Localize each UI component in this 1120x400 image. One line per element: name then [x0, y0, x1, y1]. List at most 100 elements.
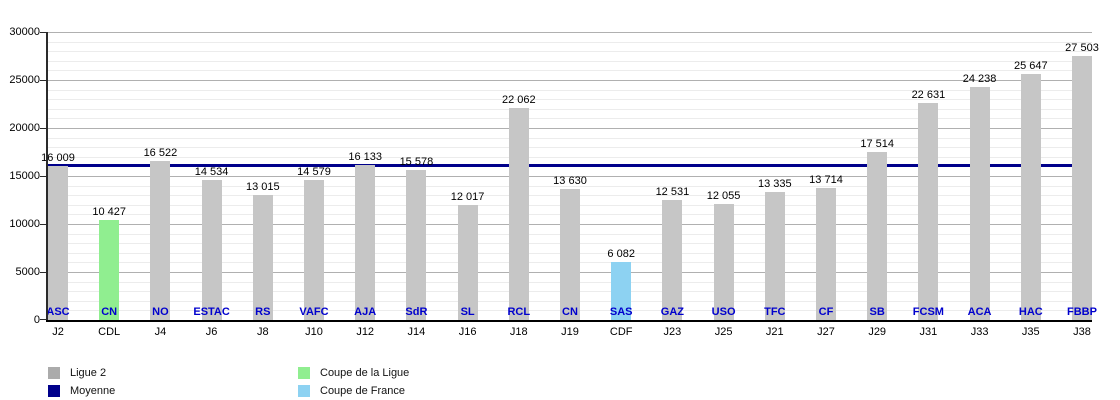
bar-gaz-j23	[662, 199, 683, 320]
bar-no-j4	[150, 161, 171, 320]
y-axis-tick	[40, 224, 46, 225]
matchday-label: J31	[919, 326, 938, 338]
bar-cf-j27	[816, 188, 836, 320]
legend-label-ligue2: Ligue 2	[70, 367, 107, 379]
bar-value-label: 6 082	[607, 247, 635, 260]
minor-gridline	[48, 156, 1092, 158]
bar-tfc-j21	[764, 191, 785, 320]
bar-hac-j35	[1020, 73, 1041, 320]
bar-value-label: 13 015	[245, 181, 280, 194]
bar-value-label: 24 238	[962, 73, 997, 86]
bar-asc-j2	[48, 166, 68, 320]
y-axis-label: 25000	[9, 74, 40, 86]
bar-value-label: 16 009	[41, 152, 75, 165]
bar-value-label: 12 531	[655, 185, 690, 198]
y-axis-label: 30000	[9, 26, 40, 38]
bar-value-label: 17 514	[860, 137, 895, 150]
y-axis-tick	[40, 32, 46, 33]
minor-gridline	[48, 118, 1092, 120]
matchday-label: J23	[663, 326, 682, 338]
opponent-label: RCL	[507, 306, 531, 318]
bar-value-label: 10 427	[92, 205, 127, 218]
bar-value-label: 16 522	[143, 147, 178, 160]
ligue2-swatch	[48, 367, 60, 379]
minor-gridline	[48, 166, 1092, 168]
opponent-label: TFC	[764, 306, 786, 318]
opponent-label: FCSM	[912, 306, 944, 318]
opponent-label: RS	[255, 306, 271, 318]
major-gridline	[48, 128, 1092, 129]
minor-gridline	[48, 41, 1092, 43]
bar-sb-j29	[867, 151, 888, 320]
y-axis-tick	[40, 80, 46, 81]
bar-value-label: 13 630	[553, 175, 587, 188]
bar-fbbp-j38	[1072, 55, 1092, 320]
opponent-label: CN	[562, 306, 578, 318]
bar-value-label: 13 714	[809, 174, 843, 187]
matchday-label: J14	[407, 326, 426, 338]
bar-aja-j12	[355, 165, 376, 320]
major-gridline	[48, 80, 1092, 81]
opponent-label: CF	[818, 306, 834, 318]
matchday-label: CDL	[98, 326, 121, 338]
bar-sdr-j14	[406, 170, 427, 320]
y-axis-tick	[40, 176, 46, 177]
opponent-label: CN	[101, 306, 118, 318]
bar-cn-j19	[560, 189, 580, 320]
matchday-label: J8	[256, 326, 269, 338]
bar-value-label: 12 055	[706, 190, 741, 203]
opponent-label: NO	[152, 306, 169, 318]
opponent-label: ACA	[967, 306, 992, 318]
bar-fcsm-j31	[918, 102, 939, 320]
minor-gridline	[48, 185, 1092, 187]
matchday-label: J10	[305, 326, 323, 338]
y-axis-tick	[40, 272, 46, 273]
chart-legend: Ligue 2 Moyenne Coupe de la Ligue Coupe …	[0, 362, 1120, 400]
matchday-label: J35	[1021, 326, 1040, 338]
minor-gridline	[48, 89, 1092, 91]
opponent-label: ASC	[46, 306, 70, 318]
opponent-label: ESTAC	[193, 306, 230, 318]
bar-sl-j16	[457, 204, 478, 320]
matchday-label: J6	[205, 326, 218, 338]
bar-value-label: 22 631	[911, 88, 946, 101]
matchday-label: J38	[1073, 326, 1091, 338]
y-axis-label: 10000	[9, 218, 40, 230]
bar-value-label: 22 062	[501, 94, 536, 107]
minor-gridline	[48, 137, 1092, 139]
moyenne-average-line	[48, 163, 1092, 167]
minor-gridline	[48, 147, 1092, 149]
bar-value-label: 15 578	[399, 156, 434, 169]
bar-uso-j25	[713, 204, 734, 320]
matchday-label: J16	[458, 326, 477, 338]
bar-value-label: 14 579	[297, 166, 331, 179]
opponent-label: SAS	[609, 306, 633, 318]
y-axis-label: 15000	[9, 170, 40, 182]
bar-value-label: 16 133	[348, 151, 383, 164]
minor-gridline	[48, 108, 1092, 110]
bar-cn-cdl	[99, 219, 120, 320]
matchday-label: J25	[714, 326, 733, 338]
opponent-label: HAC	[1018, 306, 1043, 318]
moyenne-swatch	[48, 385, 60, 397]
major-gridline	[48, 32, 1092, 33]
major-gridline	[48, 176, 1092, 177]
opponent-label: GAZ	[660, 306, 684, 318]
matchday-label: J29	[868, 326, 887, 338]
opponent-label: USO	[711, 306, 736, 318]
coupe-de-france-swatch	[298, 385, 310, 397]
y-axis-label: 5000	[15, 266, 40, 278]
matchday-label: J21	[765, 326, 784, 338]
bar-estac-j6	[201, 180, 222, 320]
matchday-label: J4	[154, 326, 167, 338]
legend-item-ligue2: Ligue 2	[48, 366, 106, 380]
matchday-label: J18	[509, 326, 528, 338]
bar-value-label: 27 503	[1065, 41, 1099, 54]
opponent-label: FBBP	[1067, 306, 1097, 318]
plot-area: 16 009 ASC J2 10 427 CN CDL 16 522 NO J4 14 534 ES…	[40, 32, 1099, 338]
bar-rcl-j18	[508, 108, 529, 320]
matchday-label: CDF	[609, 326, 633, 338]
y-axis-tick	[40, 319, 46, 320]
minor-gridline	[48, 51, 1092, 53]
